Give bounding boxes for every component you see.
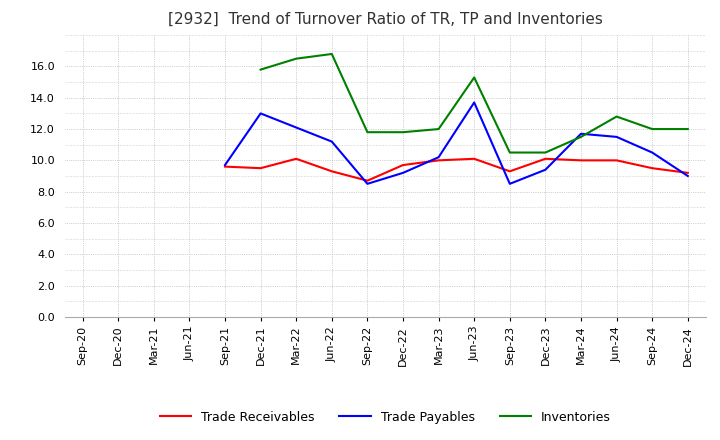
Trade Payables — [648, 150, 657, 155]
Trade Payables — [328, 139, 336, 144]
Trade Payables — [220, 162, 229, 168]
Trade Receivables — [612, 158, 621, 163]
Trade Receivables — [505, 169, 514, 174]
Trade Receivables — [648, 165, 657, 171]
Inventories — [292, 56, 300, 61]
Trade Receivables — [541, 156, 550, 161]
Trade Payables — [505, 181, 514, 187]
Title: [2932]  Trend of Turnover Ratio of TR, TP and Inventories: [2932] Trend of Turnover Ratio of TR, TP… — [168, 12, 603, 27]
Inventories — [612, 114, 621, 119]
Trade Receivables — [328, 169, 336, 174]
Trade Receivables — [292, 156, 300, 161]
Trade Payables — [683, 173, 692, 179]
Trade Payables — [577, 131, 585, 136]
Inventories — [683, 126, 692, 132]
Trade Receivables — [577, 158, 585, 163]
Trade Receivables — [363, 178, 372, 183]
Inventories — [648, 126, 657, 132]
Trade Receivables — [256, 165, 265, 171]
Trade Payables — [470, 100, 479, 105]
Trade Receivables — [434, 158, 443, 163]
Trade Payables — [292, 125, 300, 130]
Trade Receivables — [399, 162, 408, 168]
Trade Receivables — [470, 156, 479, 161]
Line: Trade Payables: Trade Payables — [225, 103, 688, 184]
Trade Payables — [434, 154, 443, 160]
Trade Payables — [541, 167, 550, 172]
Inventories — [328, 51, 336, 57]
Legend: Trade Receivables, Trade Payables, Inventories: Trade Receivables, Trade Payables, Inven… — [155, 406, 616, 429]
Line: Inventories: Inventories — [261, 54, 688, 153]
Trade Receivables — [683, 170, 692, 176]
Inventories — [470, 75, 479, 80]
Inventories — [363, 129, 372, 135]
Inventories — [399, 129, 408, 135]
Trade Payables — [256, 111, 265, 116]
Inventories — [256, 67, 265, 72]
Trade Payables — [612, 134, 621, 139]
Trade Payables — [363, 181, 372, 187]
Trade Receivables — [220, 164, 229, 169]
Inventories — [541, 150, 550, 155]
Inventories — [434, 126, 443, 132]
Inventories — [505, 150, 514, 155]
Line: Trade Receivables: Trade Receivables — [225, 159, 688, 181]
Trade Payables — [399, 170, 408, 176]
Inventories — [577, 134, 585, 139]
